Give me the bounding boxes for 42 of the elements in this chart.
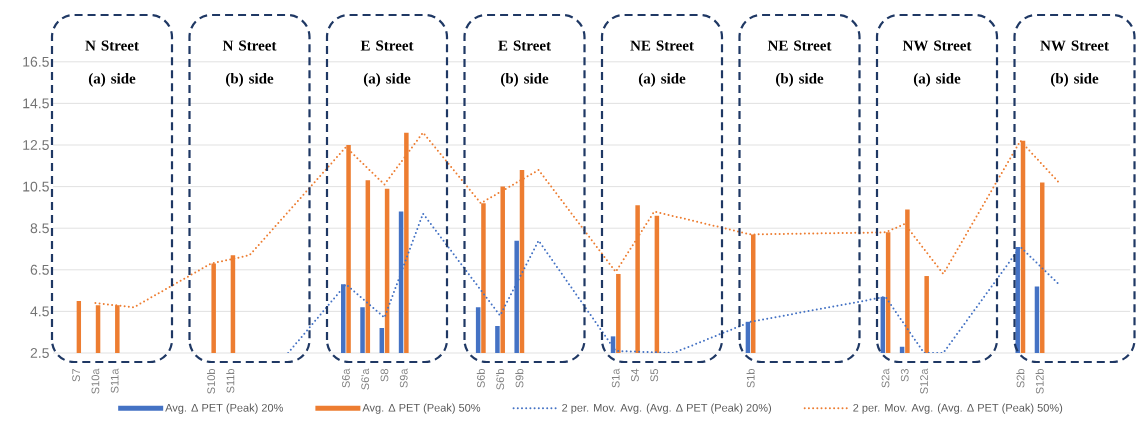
x-tick-label: S5 [650,369,659,382]
text: NW Street (a) side [902,40,972,87]
x-tick-label: S8 [380,369,389,382]
y-tick-label: 8.5 [30,223,49,234]
x-tick-label: S12b [1035,369,1044,394]
text: NE Street (b) side [767,40,832,87]
x-tick-label: S6b [476,369,485,388]
x-tick-label: S6'b [496,369,505,390]
x-tick-label: S9b [515,369,524,388]
y-tick-label: 10.5 [23,181,49,192]
y-tick-label: 6.5 [30,264,49,275]
y-tick-label: 12.5 [23,140,49,150]
x-tick-label: S11b [226,369,235,393]
text: E Street (b) side [498,40,551,87]
x-tick-label: S10b [206,369,216,394]
x-tick-label: S9a [399,368,408,388]
x-tick-label: S6a [342,368,350,388]
x-tick-label: S2b [1016,369,1025,388]
y-tick-label: 14.5 [23,98,49,109]
y-tick-label: 2.5 [30,348,49,358]
text: N Street (a) side [85,40,139,87]
y-tick-label: 16.5 [23,56,49,67]
legend-label: 2 per. Mov. Avg. (Avg. Δ PET (Peak) 50%) [853,403,1063,414]
x-tick-label: S6'a [361,368,370,390]
legend-label: 2 per. Mov. Avg. (Avg. Δ PET (Peak) 20%) [562,403,772,414]
text: N Street (b) side [222,40,277,87]
legend-label: Avg. Δ PET (Peak) 20% [165,403,283,414]
x-tick-label: S3 [900,369,909,382]
line-series [287,212,1060,353]
x-tick-label: S7 [72,369,81,382]
text: NE Street (a) side [630,40,694,87]
x-tick-label: S4 [631,368,639,382]
y-tick-label: 4.5 [30,306,49,317]
x-tick-label: S11a [110,368,119,393]
x-tick-label: S12a [920,368,928,394]
text: E Street (a) side [360,40,414,87]
text: NW Street (b) side [1040,40,1109,87]
x-tick-label: S10a [91,368,100,394]
x-tick-label: S1a [611,368,620,388]
x-tick-label: S1b [746,369,755,388]
x-tick-label: S2a [881,368,890,388]
legend-label: Avg. Δ PET (Peak) 50% [362,403,481,414]
